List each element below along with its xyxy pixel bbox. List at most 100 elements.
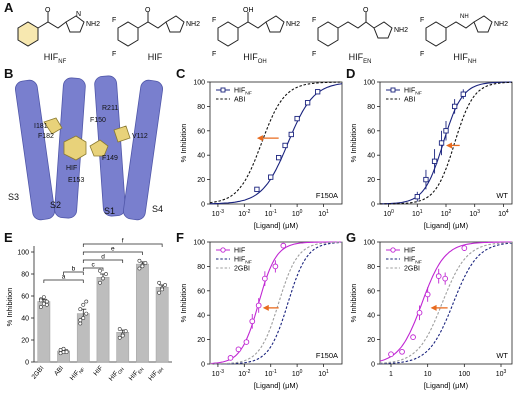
structure-hif-nf: O NH2 N bbox=[17, 7, 100, 47]
x-axis-label: [Ligand] (μM) bbox=[254, 381, 299, 390]
x-tick-label: 103 bbox=[469, 209, 480, 218]
replicate-point bbox=[78, 318, 83, 323]
replicate-point bbox=[61, 346, 66, 351]
replicate-point bbox=[81, 302, 86, 307]
significance-bracket bbox=[63, 271, 84, 275]
replicate-point bbox=[41, 295, 46, 300]
category-label: ABI bbox=[53, 365, 65, 378]
helix-label: S2 bbox=[50, 200, 61, 210]
legend-label: 2GBI bbox=[234, 266, 250, 273]
atom-f: F bbox=[212, 17, 216, 24]
data-point bbox=[460, 91, 466, 97]
data-point bbox=[442, 275, 449, 282]
x-tick-label: 10 bbox=[424, 371, 432, 378]
significance-label: f bbox=[122, 238, 124, 245]
y-tick-label: 20 bbox=[21, 338, 29, 345]
replicate-point bbox=[117, 335, 122, 340]
significance-bracket bbox=[82, 243, 163, 247]
y-tick-label: 60 bbox=[197, 288, 205, 295]
bar bbox=[155, 286, 169, 363]
atom-f: F bbox=[112, 51, 116, 58]
y-tick-label: 80 bbox=[367, 264, 375, 271]
atom-f: F bbox=[312, 17, 316, 24]
category-label: HIFNF bbox=[69, 365, 86, 383]
y-tick-label: 20 bbox=[197, 337, 205, 344]
chem-structures: O NH2 N F F O NH2 F F OH NH2 F F O NH2 F… bbox=[17, 7, 508, 58]
y-tick-label: 100 bbox=[193, 240, 205, 247]
structure-hif-en: F F O NH2 bbox=[312, 7, 408, 58]
y-tick-label: 0 bbox=[371, 362, 375, 369]
legend-marker bbox=[220, 247, 226, 253]
y-axis-label: % Inhibition bbox=[349, 124, 358, 163]
legend-label: HIFNF bbox=[234, 88, 252, 97]
condition-label: WT bbox=[496, 351, 508, 360]
data-point bbox=[288, 131, 294, 138]
atom-nh: NH bbox=[460, 14, 469, 20]
x-axis-label: [Ligand] (μM) bbox=[424, 221, 469, 230]
y-tick-label: 100 bbox=[363, 240, 375, 247]
fit-curve-hif_nf bbox=[210, 241, 343, 365]
category-label: HIFNH bbox=[147, 365, 164, 383]
atom-oh: OH bbox=[243, 7, 254, 14]
category-label: HIFEN bbox=[128, 365, 145, 383]
shift-arrow-head bbox=[430, 304, 437, 311]
atom-nh2: NH2 bbox=[186, 21, 200, 28]
y-tick-label: 80 bbox=[367, 104, 375, 111]
significance-bracket bbox=[82, 267, 104, 271]
replicate-point bbox=[98, 280, 102, 285]
atom-o: O bbox=[363, 7, 369, 14]
structure-hif-oh: F F OH NH2 bbox=[212, 7, 300, 58]
x-tick-label: 103 bbox=[496, 369, 507, 378]
replicate-point bbox=[84, 311, 89, 316]
x-tick-label: 100 bbox=[292, 209, 303, 218]
condition-label: F150A bbox=[316, 351, 338, 360]
replicate-point bbox=[117, 327, 122, 331]
data-point bbox=[451, 103, 458, 110]
replicate-point bbox=[38, 305, 43, 309]
plot-frame bbox=[209, 241, 343, 365]
residue-label: F149 bbox=[102, 155, 118, 162]
category-label: 2GBI bbox=[31, 365, 46, 381]
data-point bbox=[276, 154, 282, 161]
x-tick-label: 10-3 bbox=[212, 209, 224, 218]
significance-bracket bbox=[82, 251, 143, 255]
significance-bracket bbox=[43, 279, 84, 283]
x-tick-label: 101 bbox=[318, 209, 329, 218]
legend-marker bbox=[390, 247, 396, 253]
legend-label: ABI bbox=[234, 97, 245, 104]
replicate-point bbox=[44, 302, 49, 307]
compound-name-hif: HIF bbox=[147, 52, 163, 62]
x-tick-label: 10-2 bbox=[238, 209, 250, 218]
x-tick-label: 101 bbox=[412, 209, 423, 218]
replicate-point bbox=[64, 350, 69, 355]
significance-label: b bbox=[72, 266, 76, 273]
fit-curve-hif_nf bbox=[210, 83, 343, 205]
condition-label: WT bbox=[496, 191, 508, 200]
chart-c: 0 20 40 60 80 100 10-3 10-2 10-1 100 101 [Ligand] (… bbox=[179, 80, 343, 230]
x-axis-label: [Ligand] (μM) bbox=[254, 221, 299, 230]
atom-o: O bbox=[45, 7, 51, 14]
y-tick-label: 40 bbox=[367, 153, 375, 160]
y-tick-label: 60 bbox=[367, 128, 375, 135]
y-tick-label: 60 bbox=[197, 128, 205, 135]
y-tick-label: 100 bbox=[193, 80, 205, 87]
y-tick-label: 0 bbox=[201, 362, 205, 369]
residue-label: I181 bbox=[34, 123, 48, 130]
data-point bbox=[438, 140, 445, 146]
y-tick-label: 20 bbox=[197, 177, 205, 184]
legend-marker bbox=[220, 87, 226, 93]
replicate-point bbox=[44, 299, 49, 304]
panel-label-e: E bbox=[4, 230, 13, 245]
atom-f: F bbox=[312, 51, 316, 58]
legend-label: HIFNF bbox=[404, 88, 422, 97]
data-point bbox=[315, 89, 321, 95]
data-point bbox=[399, 348, 405, 355]
y-tick-label: 40 bbox=[367, 313, 375, 320]
y-tick-label: 80 bbox=[197, 104, 205, 111]
y-tick-label: 80 bbox=[21, 272, 29, 279]
category-label: HIF bbox=[92, 365, 104, 378]
compound-name-hif-oh: HIFOH bbox=[243, 52, 267, 65]
structure-hif: F F O NH2 bbox=[112, 7, 200, 58]
helix-label: S4 bbox=[152, 204, 163, 214]
replicate-point bbox=[157, 280, 162, 285]
